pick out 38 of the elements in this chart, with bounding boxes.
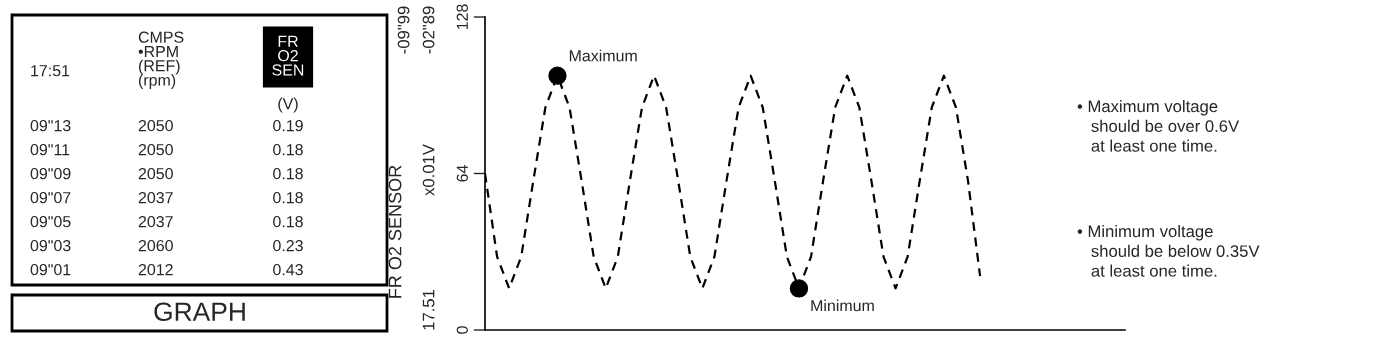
data-label: Minimum bbox=[811, 299, 874, 312]
text: 09"05 bbox=[30, 215, 71, 228]
text: x0.01V bbox=[422, 144, 435, 196]
text: 0.18 bbox=[273, 215, 303, 228]
text: 0.23 bbox=[273, 239, 303, 252]
text: -02"89 bbox=[422, 6, 435, 54]
text: 2050 bbox=[138, 167, 173, 180]
text: 2060 bbox=[138, 239, 173, 252]
y-tick-label: 128 bbox=[456, 4, 468, 30]
text: 09"07 bbox=[30, 191, 71, 204]
text: 17.51 bbox=[422, 289, 435, 330]
text: -09"99 bbox=[397, 6, 410, 54]
text: 2037 bbox=[138, 191, 173, 204]
annotation: • Minimum voltage should be below 0.35V at least one time. bbox=[1077, 225, 1260, 277]
text: 2050 bbox=[138, 143, 173, 156]
data-label: Maximum bbox=[569, 49, 637, 62]
text: 09"01 bbox=[30, 263, 71, 276]
text: 0.19 bbox=[273, 119, 303, 132]
text: 09"13 bbox=[30, 119, 71, 132]
text: 0.18 bbox=[273, 191, 303, 204]
text: 2050 bbox=[138, 119, 173, 132]
text: 09"03 bbox=[30, 239, 71, 252]
text: 0.18 bbox=[273, 143, 303, 156]
y-tick-label: 64 bbox=[456, 165, 468, 182]
text: 17:51 bbox=[31, 65, 70, 77]
text: CMPS •RPM (REF) (rpm) bbox=[138, 31, 184, 89]
text: GRAPH bbox=[154, 302, 245, 322]
y-tick-label: 0 bbox=[456, 326, 468, 334]
text: 0.43 bbox=[273, 263, 303, 276]
annotation: • Maximum voltage should be over 0.6V at least one time. bbox=[1077, 100, 1240, 152]
text: 09"09 bbox=[30, 167, 71, 180]
text: 2037 bbox=[138, 215, 173, 228]
text: 2012 bbox=[138, 263, 173, 276]
text: 09"11 bbox=[30, 143, 70, 156]
text: FR O2 SEN bbox=[272, 35, 304, 76]
y-axis-title: FR O2 SENSOR bbox=[388, 165, 402, 298]
text: 0.18 bbox=[273, 167, 303, 180]
text: (V) bbox=[278, 97, 298, 113]
